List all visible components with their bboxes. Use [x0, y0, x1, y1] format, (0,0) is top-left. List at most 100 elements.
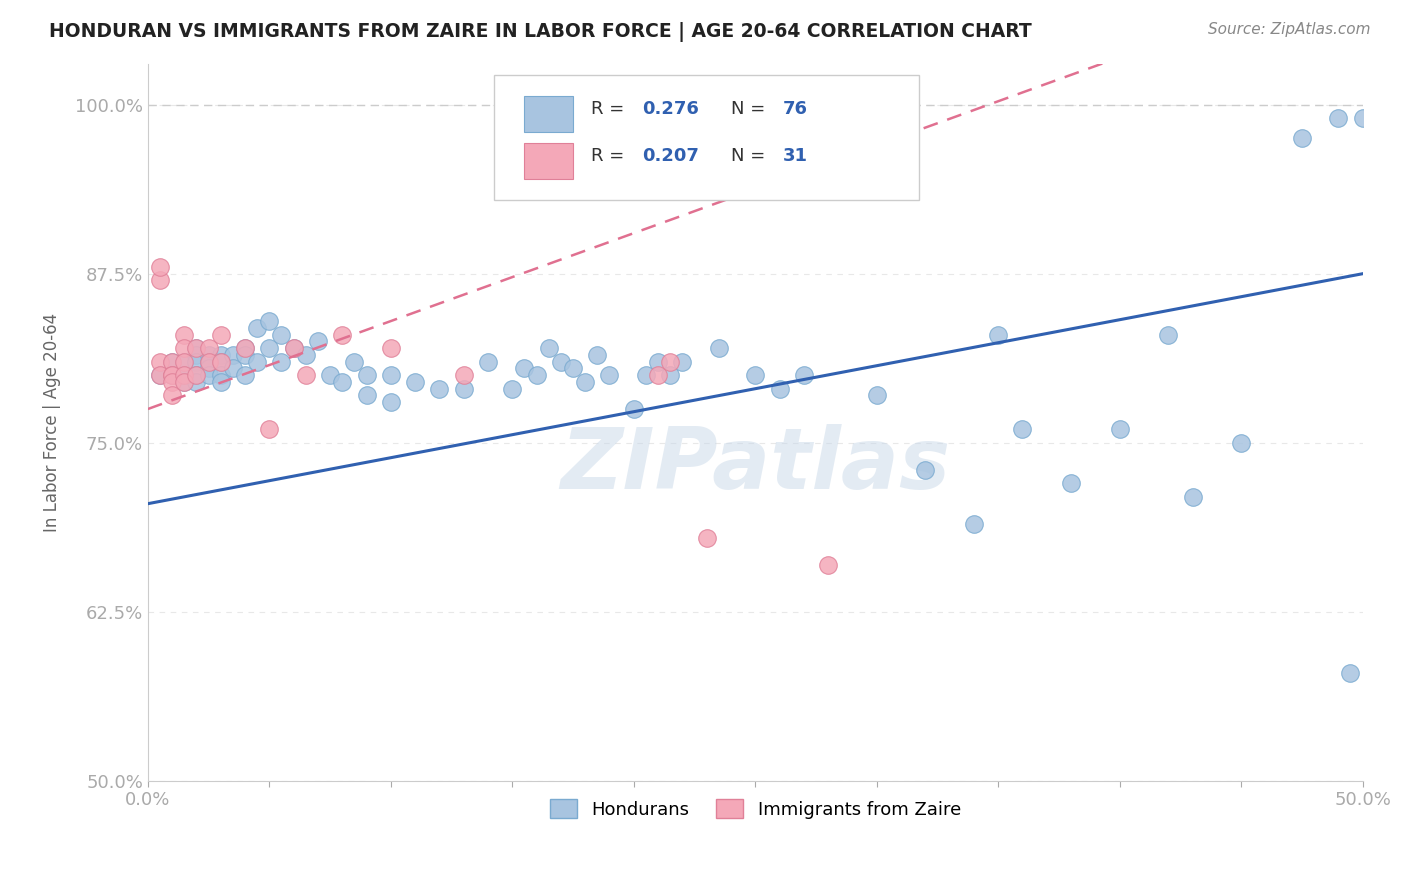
Hondurans: [222, 361, 245, 376]
Hondurans: [186, 348, 208, 362]
Immigrants from Zaire: [149, 273, 172, 287]
Hondurans: [270, 354, 292, 368]
Hondurans: [149, 368, 172, 383]
Immigrants from Zaire: [160, 375, 183, 389]
Hondurans: [356, 368, 378, 383]
Immigrants from Zaire: [209, 327, 232, 342]
Hondurans: [209, 368, 232, 383]
Hondurans: [270, 327, 292, 342]
FancyBboxPatch shape: [524, 143, 574, 178]
Hondurans: [197, 354, 219, 368]
Immigrants from Zaire: [659, 354, 682, 368]
Hondurans: [404, 375, 426, 389]
Hondurans: [160, 354, 183, 368]
Hondurans: [307, 334, 329, 349]
Hondurans: [173, 354, 195, 368]
Hondurans: [1351, 111, 1374, 125]
Immigrants from Zaire: [160, 368, 183, 383]
Hondurans: [283, 341, 305, 355]
Y-axis label: In Labor Force | Age 20-64: In Labor Force | Age 20-64: [44, 313, 60, 533]
Hondurans: [233, 368, 256, 383]
Hondurans: [186, 341, 208, 355]
FancyBboxPatch shape: [524, 96, 574, 132]
Hondurans: [186, 375, 208, 389]
Hondurans: [866, 388, 889, 402]
Text: 76: 76: [783, 100, 808, 118]
Hondurans: [987, 327, 1010, 342]
Hondurans: [246, 321, 269, 335]
Hondurans: [380, 395, 402, 409]
Hondurans: [477, 354, 499, 368]
Immigrants from Zaire: [173, 327, 195, 342]
Hondurans: [623, 402, 645, 417]
Hondurans: [1157, 327, 1180, 342]
Hondurans: [380, 368, 402, 383]
Hondurans: [259, 314, 281, 328]
Hondurans: [659, 368, 682, 383]
Hondurans: [586, 348, 609, 362]
Hondurans: [1108, 422, 1130, 436]
Hondurans: [598, 368, 620, 383]
Hondurans: [707, 341, 730, 355]
Hondurans: [429, 382, 451, 396]
Hondurans: [186, 354, 208, 368]
Hondurans: [1230, 435, 1253, 450]
Legend: Hondurans, Immigrants from Zaire: Hondurans, Immigrants from Zaire: [543, 792, 969, 826]
Text: 31: 31: [783, 146, 808, 164]
Hondurans: [501, 382, 523, 396]
Text: 0.276: 0.276: [643, 100, 699, 118]
Hondurans: [197, 361, 219, 376]
Hondurans: [319, 368, 342, 383]
Hondurans: [744, 368, 766, 383]
Immigrants from Zaire: [186, 368, 208, 383]
Immigrants from Zaire: [160, 388, 183, 402]
Hondurans: [768, 382, 790, 396]
Hondurans: [330, 375, 353, 389]
Hondurans: [197, 348, 219, 362]
Hondurans: [160, 368, 183, 383]
Text: R =: R =: [592, 146, 630, 164]
Immigrants from Zaire: [149, 368, 172, 383]
Immigrants from Zaire: [173, 375, 195, 389]
Hondurans: [294, 348, 316, 362]
Hondurans: [173, 375, 195, 389]
Immigrants from Zaire: [283, 341, 305, 355]
Hondurans: [343, 354, 366, 368]
Hondurans: [537, 341, 560, 355]
Hondurans: [1339, 665, 1361, 680]
Immigrants from Zaire: [294, 368, 316, 383]
Hondurans: [513, 361, 536, 376]
Hondurans: [550, 354, 572, 368]
FancyBboxPatch shape: [494, 75, 920, 201]
Immigrants from Zaire: [453, 368, 475, 383]
Hondurans: [186, 368, 208, 383]
Hondurans: [963, 516, 986, 531]
Immigrants from Zaire: [173, 354, 195, 368]
Hondurans: [233, 348, 256, 362]
Immigrants from Zaire: [160, 368, 183, 383]
Text: ZIPatlas: ZIPatlas: [560, 424, 950, 507]
Hondurans: [197, 368, 219, 383]
Hondurans: [1291, 131, 1313, 145]
Hondurans: [233, 341, 256, 355]
Hondurans: [914, 463, 936, 477]
Immigrants from Zaire: [197, 341, 219, 355]
Immigrants from Zaire: [696, 531, 718, 545]
Hondurans: [356, 388, 378, 402]
Immigrants from Zaire: [173, 341, 195, 355]
Hondurans: [1327, 111, 1350, 125]
Hondurans: [562, 361, 585, 376]
Text: 0.207: 0.207: [643, 146, 699, 164]
Hondurans: [173, 368, 195, 383]
Immigrants from Zaire: [209, 354, 232, 368]
Text: R =: R =: [592, 100, 630, 118]
Hondurans: [1181, 490, 1204, 504]
Hondurans: [209, 348, 232, 362]
Immigrants from Zaire: [197, 354, 219, 368]
Text: N =: N =: [731, 146, 770, 164]
Immigrants from Zaire: [259, 422, 281, 436]
Hondurans: [671, 354, 693, 368]
Hondurans: [246, 354, 269, 368]
Hondurans: [574, 375, 596, 389]
Immigrants from Zaire: [817, 558, 839, 572]
